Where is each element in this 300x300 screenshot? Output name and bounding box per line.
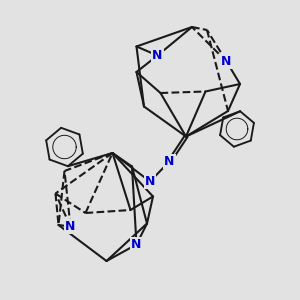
Text: N: N xyxy=(152,49,163,62)
Text: N: N xyxy=(221,55,232,68)
Text: N: N xyxy=(145,175,155,188)
Text: N: N xyxy=(65,220,76,233)
Text: N: N xyxy=(164,155,175,168)
Text: N: N xyxy=(131,238,142,251)
